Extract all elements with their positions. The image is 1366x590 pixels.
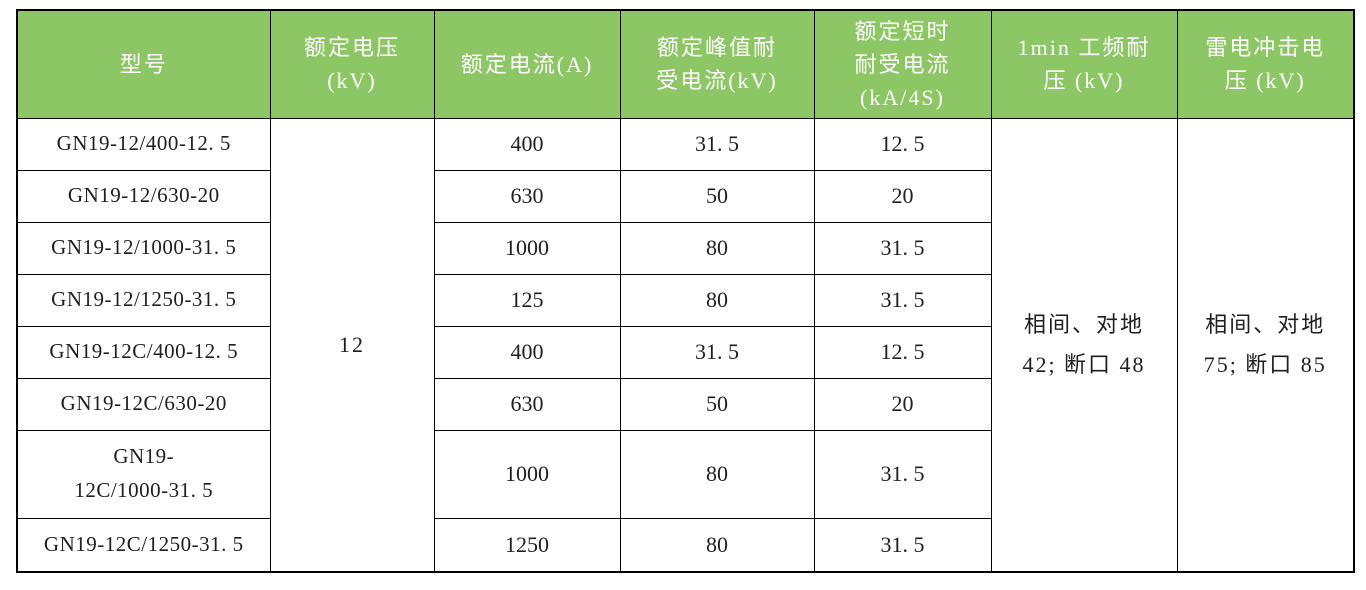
model-cell: GN19-12/400-12. 5: [16, 117, 271, 171]
header-lightning: 雷电冲击电 压 (kV): [1176, 9, 1355, 119]
table-row: GN19- 12C/1000-31. 5 1000 80 31. 5: [16, 429, 1354, 519]
peak-cell: 80: [619, 221, 815, 275]
header-short-time: 额定短时 耐受电流 (kA/4S): [813, 9, 992, 119]
peak-cell: 80: [619, 517, 815, 573]
current-cell: 1000: [433, 429, 621, 519]
table-row: GN19-12/1000-31. 5 1000 80 31. 5: [16, 221, 1354, 275]
header-peak-withstand: 额定峰值耐 受电流(kV): [619, 9, 815, 119]
short-time-cell: 31. 5: [813, 273, 992, 327]
model-cell: GN19-12/1000-31. 5: [16, 221, 271, 275]
model-cell: GN19-12C/400-12. 5: [16, 325, 271, 379]
rated-voltage-cell: 12: [269, 117, 435, 573]
peak-cell: 80: [619, 273, 815, 327]
table-row: GN19-12C/630-20 630 50 20: [16, 377, 1354, 431]
model-cell: GN19-12C/630-20: [16, 377, 271, 431]
current-cell: 630: [433, 377, 621, 431]
peak-cell: 80: [619, 429, 815, 519]
current-cell: 400: [433, 325, 621, 379]
table-row: GN19-12/1250-31. 5 125 80 31. 5: [16, 273, 1354, 327]
current-cell: 1250: [433, 517, 621, 573]
short-time-cell: 20: [813, 169, 992, 223]
current-cell: 1000: [433, 221, 621, 275]
peak-cell: 50: [619, 377, 815, 431]
short-time-cell: 20: [813, 377, 992, 431]
spec-table: 型号 额定电压 (kV) 额定电流(A) 额定峰值耐 受电流(kV) 额定短时 …: [16, 9, 1355, 573]
power-freq-cell: 相间、对地 42; 断口 48: [990, 117, 1178, 573]
table-row: GN19-12C/1250-31. 5 1250 80 31. 5: [16, 517, 1354, 573]
table-row: GN19-12/630-20 630 50 20: [16, 169, 1354, 223]
current-cell: 125: [433, 273, 621, 327]
model-cell: GN19- 12C/1000-31. 5: [16, 429, 271, 519]
short-time-cell: 31. 5: [813, 221, 992, 275]
header-model: 型号: [16, 9, 271, 119]
short-time-cell: 12. 5: [813, 117, 992, 171]
peak-cell: 50: [619, 169, 815, 223]
table-row: GN19-12C/400-12. 5 400 31. 5 12. 5: [16, 325, 1354, 379]
header-row: 型号 额定电压 (kV) 额定电流(A) 额定峰值耐 受电流(kV) 额定短时 …: [16, 9, 1355, 119]
peak-cell: 31. 5: [619, 325, 815, 379]
short-time-cell: 31. 5: [813, 517, 992, 573]
current-cell: 400: [433, 117, 621, 171]
short-time-cell: 31. 5: [813, 429, 992, 519]
model-cell: GN19-12/1250-31. 5: [16, 273, 271, 327]
table-row: GN19-12/400-12. 5 12 400 31. 5 12. 5 相间、…: [16, 117, 1355, 573]
model-cell: GN19-12/630-20: [16, 169, 271, 223]
header-power-freq: 1min 工频耐 压 (kV): [990, 9, 1178, 119]
lightning-cell: 相间、对地 75; 断口 85: [1176, 117, 1355, 573]
model-cell: GN19-12C/1250-31. 5: [16, 517, 271, 573]
header-rated-current: 额定电流(A): [433, 9, 621, 119]
header-rated-voltage: 额定电压 (kV): [269, 9, 435, 119]
current-cell: 630: [433, 169, 621, 223]
peak-cell: 31. 5: [619, 117, 815, 171]
short-time-cell: 12. 5: [813, 325, 992, 379]
